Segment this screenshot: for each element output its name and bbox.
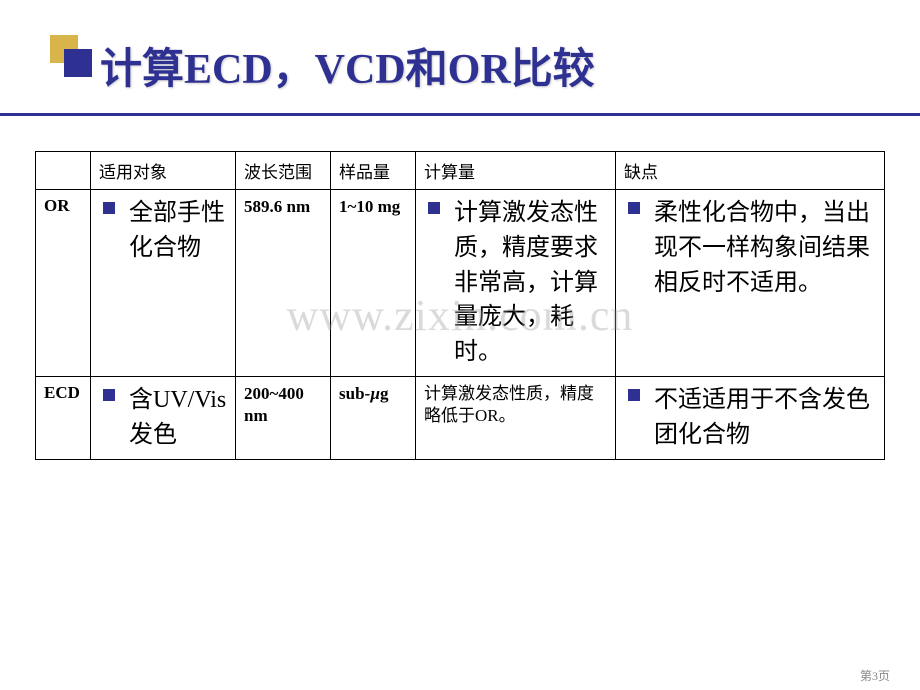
title-underline xyxy=(0,113,920,116)
table-row-ecd: ECD 含UV/Vis发色 200~400 nm sub-µg 计算激发态性质，… xyxy=(36,376,885,459)
bullet-icon xyxy=(628,389,640,401)
or-drawback-text: 柔性化合物中，当出现不一样构象间结果相反时不适用。 xyxy=(654,200,870,296)
ecd-drawback: 不适适用于不含发色团化合物 xyxy=(616,376,885,459)
header-blank xyxy=(36,152,91,190)
ecd-wavelength: 200~400 nm xyxy=(236,376,331,459)
or-calculation: 计算激发态性质，精度要求非常高，计算量庞大，耗时。 xyxy=(416,190,616,377)
ecd-target-text: 含UV/Vis发色 xyxy=(129,387,226,448)
header-wavelength: 波长范围 xyxy=(236,152,331,190)
header-target: 适用对象 xyxy=(91,152,236,190)
comparison-table: 适用对象 波长范围 样品量 计算量 缺点 OR 全部手性化合物 589.6 nm… xyxy=(35,151,885,460)
ecd-label: ECD xyxy=(36,376,91,459)
bullet-icon xyxy=(628,202,640,214)
page-number: 第3页 xyxy=(860,667,890,684)
or-sample: 1~10 mg xyxy=(331,190,416,377)
comparison-table-container: 适用对象 波长范围 样品量 计算量 缺点 OR 全部手性化合物 589.6 nm… xyxy=(0,116,920,460)
or-calculation-text: 计算激发态性质，精度要求非常高，计算量庞大，耗时。 xyxy=(454,200,598,365)
ecd-calculation-text: 计算激发态性质，精度略低于OR。 xyxy=(424,384,594,425)
ecd-calculation: 计算激发态性质，精度略低于OR。 xyxy=(416,376,616,459)
bullet-icon xyxy=(103,202,115,214)
ecd-sample-suffix: g xyxy=(380,384,389,403)
ecd-sample-mu: µ xyxy=(370,384,380,403)
header-drawback: 缺点 xyxy=(616,152,885,190)
or-target: 全部手性化合物 xyxy=(91,190,236,377)
or-label: OR xyxy=(36,190,91,377)
or-drawback: 柔性化合物中，当出现不一样构象间结果相反时不适用。 xyxy=(616,190,885,377)
decoration-blue-square xyxy=(64,49,92,77)
ecd-drawback-text: 不适适用于不含发色团化合物 xyxy=(654,387,870,448)
bullet-icon xyxy=(103,389,115,401)
table-row-or: OR 全部手性化合物 589.6 nm 1~10 mg 计算激发态性质，精度要求… xyxy=(36,190,885,377)
or-wavelength: 589.6 nm xyxy=(236,190,331,377)
page-title: 计算ECD，VCD和OR比较 xyxy=(100,35,920,96)
header-calculation: 计算量 xyxy=(416,152,616,190)
ecd-sample-prefix: sub- xyxy=(339,384,370,403)
ecd-sample: sub-µg xyxy=(331,376,416,459)
title-bar: 计算ECD，VCD和OR比较 xyxy=(0,0,920,116)
title-decoration xyxy=(50,35,90,85)
table-header-row: 适用对象 波长范围 样品量 计算量 缺点 xyxy=(36,152,885,190)
bullet-icon xyxy=(428,202,440,214)
header-sample: 样品量 xyxy=(331,152,416,190)
or-target-text: 全部手性化合物 xyxy=(129,200,225,261)
ecd-target: 含UV/Vis发色 xyxy=(91,376,236,459)
